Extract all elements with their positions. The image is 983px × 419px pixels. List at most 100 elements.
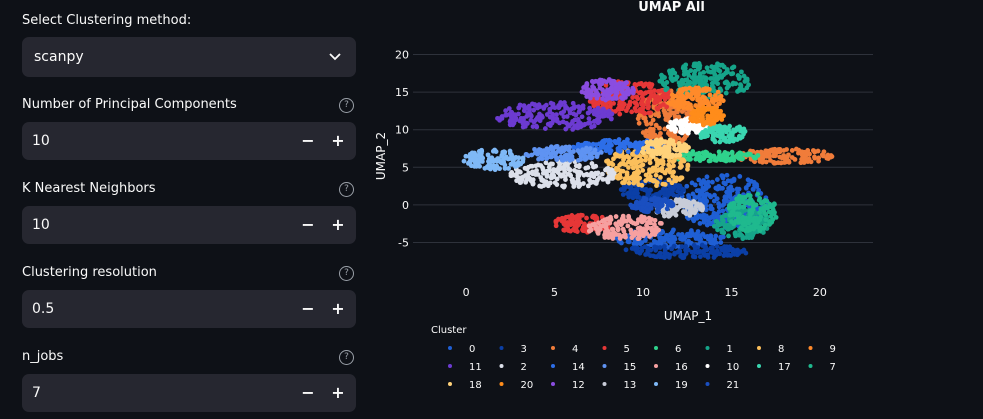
legend-item-18[interactable]: 18: [469, 380, 482, 391]
data-point: [645, 202, 651, 207]
legend-item-17[interactable]: 17: [778, 362, 791, 373]
knn-increment-button[interactable]: +: [331, 215, 345, 234]
legend-item-3[interactable]: 3: [521, 344, 527, 355]
legend-marker[interactable]: [448, 382, 452, 386]
legend-item-19[interactable]: 19: [675, 380, 688, 391]
legend-item-14[interactable]: 14: [572, 362, 585, 373]
legend-item-4[interactable]: 4: [572, 344, 578, 355]
legend-marker[interactable]: [705, 382, 710, 386]
data-point: [662, 170, 668, 176]
legend-item-9[interactable]: 9: [830, 344, 836, 355]
resolution-help-icon[interactable]: ?: [339, 266, 354, 281]
legend-marker[interactable]: [757, 364, 761, 368]
legend-marker[interactable]: [551, 382, 555, 386]
umap-chart[interactable]: UMAP All -5 0 5 10 15 20 0 5 10 15 20 UMAP_1 UMAP…: [360, 0, 983, 419]
data-point: [703, 127, 709, 133]
resolution-decrement-button[interactable]: −: [301, 299, 315, 318]
legend-item-16[interactable]: 16: [675, 362, 688, 373]
legend-item-6[interactable]: 6: [675, 344, 681, 355]
legend-item-8[interactable]: 8: [778, 344, 784, 355]
legend-item-5[interactable]: 5: [624, 344, 630, 355]
legend-marker[interactable]: [448, 346, 452, 350]
njobs-decrement-button[interactable]: −: [301, 383, 315, 402]
legend-marker[interactable]: [705, 364, 710, 368]
data-point: [632, 157, 638, 162]
legend-marker[interactable]: [448, 364, 452, 368]
data-point: [726, 193, 731, 199]
legend-marker[interactable]: [499, 364, 504, 368]
knn-help-icon[interactable]: ?: [339, 182, 354, 197]
njobs-increment-button[interactable]: +: [331, 383, 345, 402]
data-point: [657, 245, 663, 250]
pcs-decrement-button[interactable]: −: [301, 131, 315, 150]
legend-item-0[interactable]: 0: [469, 344, 475, 355]
legend-marker[interactable]: [808, 346, 813, 350]
legend-marker[interactable]: [705, 346, 710, 350]
data-point: [701, 180, 707, 185]
legend-marker[interactable]: [654, 382, 658, 386]
legend-item-15[interactable]: 15: [624, 362, 637, 373]
data-point: [633, 82, 639, 88]
data-point: [519, 176, 525, 182]
resolution-value[interactable]: 0.5: [32, 301, 55, 317]
data-point: [576, 109, 582, 115]
data-point: [717, 101, 722, 106]
data-point: [682, 77, 688, 83]
data-point: [648, 242, 654, 248]
data-point: [480, 155, 486, 161]
data-point: [482, 165, 488, 171]
pcs-increment-button[interactable]: +: [331, 131, 345, 150]
clustering-method-select[interactable]: scanpy: [22, 37, 356, 77]
njobs-label: n_jobs: [22, 349, 64, 364]
legend-item-12[interactable]: 12: [572, 380, 585, 391]
data-point: [716, 149, 722, 155]
y-tick-label: 20: [395, 49, 409, 62]
legend-marker[interactable]: [499, 346, 504, 350]
legend-marker[interactable]: [602, 346, 607, 350]
legend-marker[interactable]: [499, 382, 504, 386]
data-point: [744, 85, 750, 91]
data-point: [708, 158, 713, 164]
legend-item-13[interactable]: 13: [624, 380, 637, 391]
data-point: [763, 159, 769, 165]
legend-item-1[interactable]: 1: [727, 344, 733, 355]
legend-item-20[interactable]: 20: [521, 380, 534, 391]
legend-marker[interactable]: [757, 346, 761, 350]
legend-marker[interactable]: [551, 364, 555, 368]
resolution-number-input[interactable]: 0.5 − +: [22, 290, 356, 328]
pcs-number-input[interactable]: 10 − +: [22, 122, 356, 160]
legend-marker[interactable]: [602, 364, 607, 368]
legend-marker[interactable]: [602, 382, 607, 386]
data-point: [674, 118, 679, 124]
data-point: [726, 226, 732, 232]
data-point: [613, 108, 618, 114]
legend-item-10[interactable]: 10: [727, 362, 740, 373]
legend-marker[interactable]: [551, 346, 555, 350]
data-point: [746, 218, 752, 223]
njobs-help-icon[interactable]: ?: [339, 350, 354, 365]
data-point: [514, 173, 520, 179]
data-point: [671, 169, 676, 175]
legend-marker[interactable]: [808, 364, 813, 368]
pcs-help-icon[interactable]: ?: [339, 98, 354, 113]
njobs-value[interactable]: 7: [32, 385, 41, 401]
legend-marker[interactable]: [654, 346, 658, 350]
legend-marker[interactable]: [654, 364, 658, 368]
knn-number-input[interactable]: 10 − +: [22, 206, 356, 244]
knn-decrement-button[interactable]: −: [301, 215, 315, 234]
legend-item-2[interactable]: 2: [521, 362, 527, 373]
resolution-increment-button[interactable]: +: [331, 299, 345, 318]
knn-value[interactable]: 10: [32, 217, 50, 233]
legend-item-11[interactable]: 11: [469, 362, 482, 373]
pcs-value[interactable]: 10: [32, 133, 50, 149]
data-point: [669, 180, 675, 186]
data-point: [730, 249, 736, 254]
data-point: [726, 247, 732, 253]
legend-item-21[interactable]: 21: [727, 380, 740, 391]
njobs-number-input[interactable]: 7 − +: [22, 374, 356, 412]
data-point: [626, 155, 632, 161]
legend-item-7[interactable]: 7: [830, 362, 836, 373]
data-point: [669, 126, 674, 132]
data-point: [704, 174, 710, 180]
